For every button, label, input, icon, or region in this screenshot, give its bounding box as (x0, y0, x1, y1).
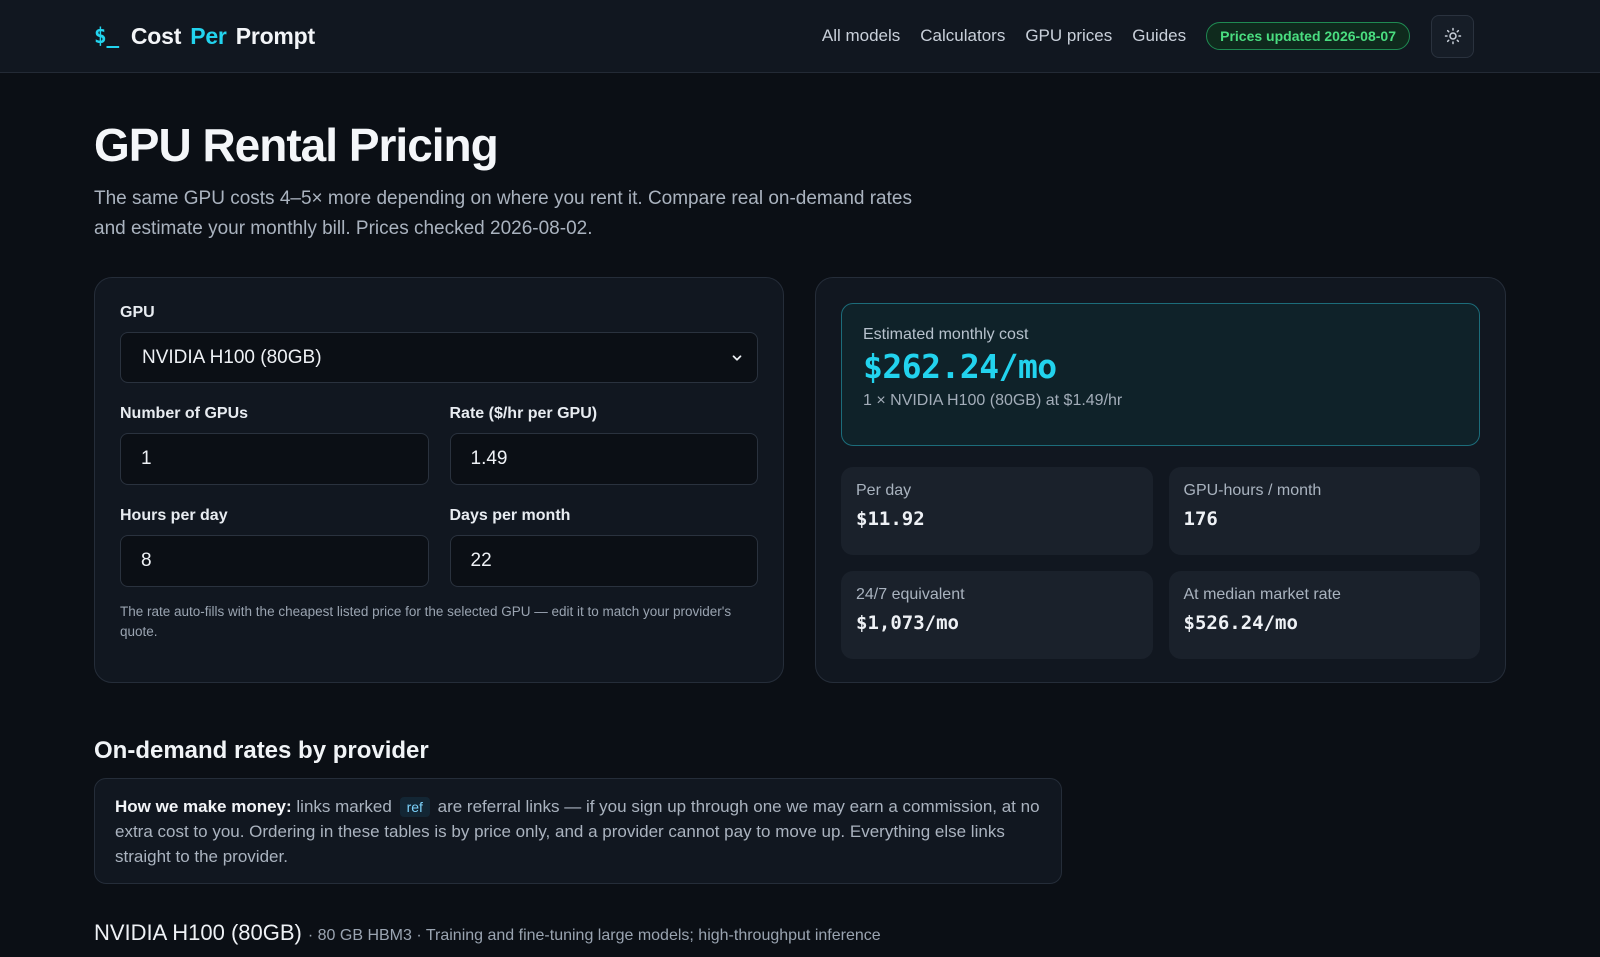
gpu-count-rate-row: Number of GPUs 1 Rate ($/hr per GPU) 1.4… (120, 405, 758, 485)
stat-value: $11.92 (856, 508, 925, 530)
stat-median-rate: At median market rate $526.24/mo (1168, 571, 1480, 659)
brand-logo[interactable]: $_ Cost Per Prompt (94, 23, 315, 50)
gpu-table-heading: NVIDIA H100 (80GB) · 80 GB HBM3 · Traini… (94, 920, 1506, 946)
num-gpus-group: Number of GPUs 1 (120, 405, 429, 485)
stat-value: 176 (1183, 508, 1218, 530)
disclosure-heading: How we make money: (115, 797, 292, 816)
page-title: GPU Rental Pricing (94, 119, 499, 171)
num-gpus-input[interactable]: 1 (120, 433, 429, 485)
days-per-month-label: Days per month (449, 507, 571, 524)
brand-word-per: Per (190, 22, 227, 49)
stat-247-equivalent: 24/7 equivalent $1,073/mo (841, 571, 1153, 659)
disclosure-text-post: are referral links — if you sign up thro… (115, 797, 1040, 866)
rate-group: Rate ($/hr per GPU) 1.49 (449, 405, 758, 485)
monthly-cost-value: $262.24/mo (863, 347, 1057, 386)
brand-word-prompt: Prompt (235, 22, 316, 49)
stat-label: 24/7 equivalent (856, 586, 965, 603)
hours-per-day-input[interactable]: 8 (120, 535, 429, 587)
stat-gpu-hours: GPU-hours / month 176 (1168, 467, 1480, 555)
stat-label: Per day (856, 482, 912, 499)
stat-per-day: Per day $11.92 (841, 467, 1153, 555)
stat-value: $1,073/mo (856, 612, 959, 634)
calculator-results-card: Estimated monthly cost $262.24/mo 1 × NV… (815, 277, 1506, 683)
sun-icon (1444, 27, 1461, 45)
calculator-row: GPU NVIDIA H100 (80GB) Number of GPUs 1 … (94, 277, 1506, 683)
monthly-cost-label: Estimated monthly cost (863, 326, 1029, 343)
disclosure-text-pre: links marked (296, 797, 392, 816)
nav-link-calculators[interactable]: Calculators (920, 26, 1006, 45)
prices-updated-badge: Prices updated 2026-08-07 (1206, 22, 1410, 50)
ref-tag: ref (399, 797, 430, 817)
referral-disclosure: How we make money: links marked ref are … (94, 778, 1062, 884)
hours-days-row: Hours per day 8 Days per month 22 (120, 507, 758, 587)
gpu-label: GPU (120, 304, 155, 321)
gpu-heading-meta: · 80 GB HBM3 · Training and fine-tuning … (307, 927, 881, 944)
main-content: GPU Rental Pricing The same GPU costs 4–… (0, 118, 1600, 946)
gpu-heading-name: NVIDIA H100 (80GB) (94, 920, 302, 945)
stat-value: $526.24/mo (1183, 612, 1298, 634)
stat-label: At median market rate (1183, 586, 1341, 603)
main-nav: All models Calculators GPU prices Guides… (821, 14, 1474, 58)
monthly-cost-box: Estimated monthly cost $262.24/mo 1 × NV… (841, 303, 1480, 446)
days-group: Days per month 22 (449, 507, 758, 587)
terminal-prompt-icon: $_ (94, 24, 119, 48)
days-per-month-input[interactable]: 22 (449, 535, 758, 587)
brand-word-cost: Cost (130, 22, 182, 49)
hours-group: Hours per day 8 (120, 507, 429, 587)
rate-help-text: The rate auto-fills with the cheapest li… (120, 604, 732, 639)
providers-section-title: On-demand rates by provider (94, 737, 429, 764)
calculator-inputs-card: GPU NVIDIA H100 (80GB) Number of GPUs 1 … (94, 277, 784, 683)
hours-per-day-label: Hours per day (120, 507, 228, 524)
gpu-select-value: NVIDIA H100 (80GB) (142, 346, 322, 368)
page-subtitle: The same GPU costs 4–5× more depending o… (94, 188, 912, 239)
gpu-select[interactable]: NVIDIA H100 (80GB) (120, 332, 758, 383)
monthly-cost-detail: 1 × NVIDIA H100 (80GB) at $1.49/hr (863, 392, 1123, 409)
nav-link-all-models[interactable]: All models (821, 26, 901, 45)
stats-grid: Per day $11.92 GPU-hours / month 176 24/… (841, 467, 1480, 659)
top-header: $_ Cost Per Prompt All models Calculator… (0, 0, 1600, 73)
theme-toggle-button[interactable] (1431, 14, 1474, 58)
nav-link-guides[interactable]: Guides (1132, 26, 1187, 45)
rate-input[interactable]: 1.49 (449, 433, 758, 485)
nav-link-gpu-prices[interactable]: GPU prices (1025, 26, 1113, 45)
stat-label: GPU-hours / month (1183, 482, 1322, 499)
num-gpus-label: Number of GPUs (120, 405, 249, 422)
chevron-down-icon (732, 354, 742, 361)
rate-label: Rate ($/hr per GPU) (449, 405, 598, 422)
